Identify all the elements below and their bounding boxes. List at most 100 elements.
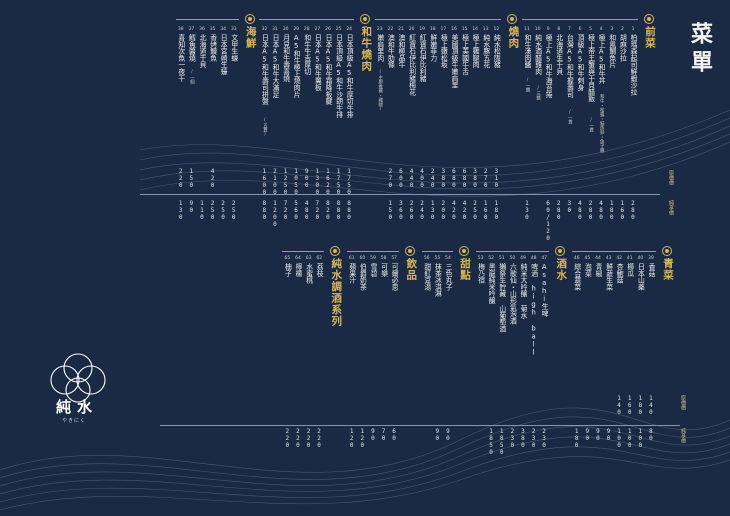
item-name: 啤酒 high ball <box>529 263 538 357</box>
member-price: 30 <box>565 200 573 214</box>
item-number: 25 <box>335 27 342 32</box>
item-name: 日本A5和牛翼板 <box>313 34 322 91</box>
item-number: 61 <box>348 256 355 261</box>
member-price: 60/120 <box>544 200 552 242</box>
section-rule-dessert <box>421 251 453 252</box>
member-price: 220 <box>294 428 302 449</box>
member-price: 160 <box>618 200 626 221</box>
divider-bottom <box>160 425 680 426</box>
section-rule-wagyu <box>259 19 355 20</box>
member-price: 880 <box>345 200 353 221</box>
section-rule-veg <box>571 251 656 252</box>
item-name: 青椒 <box>594 263 602 277</box>
item-number: 8 <box>557 27 561 32</box>
item-name: 和牛漢肉醬 <box>523 34 531 68</box>
section-icon-nonalc <box>330 246 341 256</box>
item-name: 喜知次魚一夜干 <box>176 34 185 82</box>
item-number: 32 <box>261 27 268 32</box>
item-number: 4 <box>599 27 603 32</box>
member-price: 230 <box>508 428 516 449</box>
item-name: 極上A5和牛丼 <box>597 34 606 84</box>
section-icon-drink <box>405 246 416 256</box>
item-name: 柏瑪森起司鮮蝦沙拉 <box>629 34 637 96</box>
member-price: 480 <box>303 200 311 221</box>
member-price: 160 <box>482 200 490 221</box>
item-number: 39 <box>648 256 654 261</box>
item-name: 和風鯛魚片 <box>607 34 616 68</box>
section-rule-drink <box>346 251 400 252</box>
item-name: 櫛瓜 <box>625 263 634 277</box>
item-name: 澳和牛肋條 <box>386 34 395 68</box>
item-name: 北海道干貝 <box>198 34 206 68</box>
item-number: 22 <box>387 27 394 32</box>
original-price: 400 <box>418 168 426 189</box>
item-number: 5 <box>589 27 593 32</box>
member-price: 90 <box>594 428 602 442</box>
item-number: 15 <box>461 27 468 32</box>
member-price: 90 <box>444 428 452 442</box>
member-price: 130 <box>177 200 185 221</box>
item-name: 檸檬 <box>294 263 302 277</box>
item-name: 極上帝王蟹與干貝醋飯 <box>586 34 595 102</box>
item-name: 台灣A5和牛握壽司 <box>565 34 574 98</box>
original-price: 1750 <box>345 168 353 196</box>
item-name: 紅寶石伊比利豬梅花 <box>407 34 416 96</box>
item-note: /一貫 <box>588 118 594 132</box>
item-name: 香烤鰻魚 <box>208 34 217 62</box>
item-number: 34 <box>220 27 227 32</box>
item-note: (五貫) <box>262 118 268 137</box>
item-number: 53 <box>477 256 484 261</box>
member-price: 120 <box>358 428 366 449</box>
item-number: 37 <box>188 27 195 32</box>
member-price: 90 <box>433 428 441 442</box>
member-price: 80 <box>647 428 655 442</box>
member-price: 250 <box>209 200 216 221</box>
item-number: 28 <box>303 27 310 32</box>
section-rule-appetizer <box>522 19 638 20</box>
member-price: 880 <box>260 200 268 221</box>
item-number: 24 <box>346 27 353 32</box>
section-rule-seafood <box>175 19 239 20</box>
original-price: 1050 <box>292 168 300 196</box>
item-number: 30 <box>282 27 289 32</box>
member-price: 380 <box>519 428 527 449</box>
item-name: 三色丸子 <box>444 263 452 291</box>
member-price: 230 <box>530 428 537 449</box>
original-price: 270 <box>386 168 394 189</box>
item-name: A5和牛極上燒肉片 <box>292 34 301 98</box>
item-note: /三醬 <box>535 86 541 100</box>
item-number: 62 <box>316 256 323 261</box>
original-price-label-top: 原價價 <box>668 170 674 185</box>
item-number: 41 <box>626 256 633 261</box>
item-number: 49 <box>520 256 526 261</box>
item-number: 44 <box>595 256 601 261</box>
original-price: 220 <box>177 168 185 189</box>
member-price: 150 <box>386 200 394 221</box>
item-number: 19 <box>419 27 426 32</box>
section-rule-sake <box>475 251 550 252</box>
member-price: 100 <box>626 428 634 449</box>
original-price: 1620 <box>324 168 332 196</box>
member-price: 250 <box>230 200 238 221</box>
section-title-appetizer: 前菜 <box>644 26 656 49</box>
member-price: 110 <box>198 200 206 221</box>
original-price-label-bottom: 原價價 <box>680 395 686 410</box>
original-price: 140 <box>615 395 623 416</box>
item-number: 54 <box>445 256 451 261</box>
original-price: 440 <box>408 168 415 189</box>
member-price: 220 <box>283 428 291 449</box>
item-name: 和牛牛舌厚切 <box>302 34 311 75</box>
item-name: 純米大吟醸 菊水 <box>519 263 527 319</box>
member-price: 250 <box>471 200 479 221</box>
item-number: 27 <box>314 27 321 32</box>
member-price: 180 <box>492 200 500 221</box>
item-name: 極上美國牛舌 <box>460 34 469 75</box>
item-name: 杏鮑菇 <box>615 263 624 284</box>
original-price: 150 <box>187 168 195 189</box>
member-price: 250 <box>219 200 227 221</box>
member-price: 100 <box>636 428 644 449</box>
item-name: 鮮蔬生菜 <box>604 263 613 291</box>
member-price: 130 <box>429 200 437 221</box>
original-price: 680 <box>461 168 468 189</box>
